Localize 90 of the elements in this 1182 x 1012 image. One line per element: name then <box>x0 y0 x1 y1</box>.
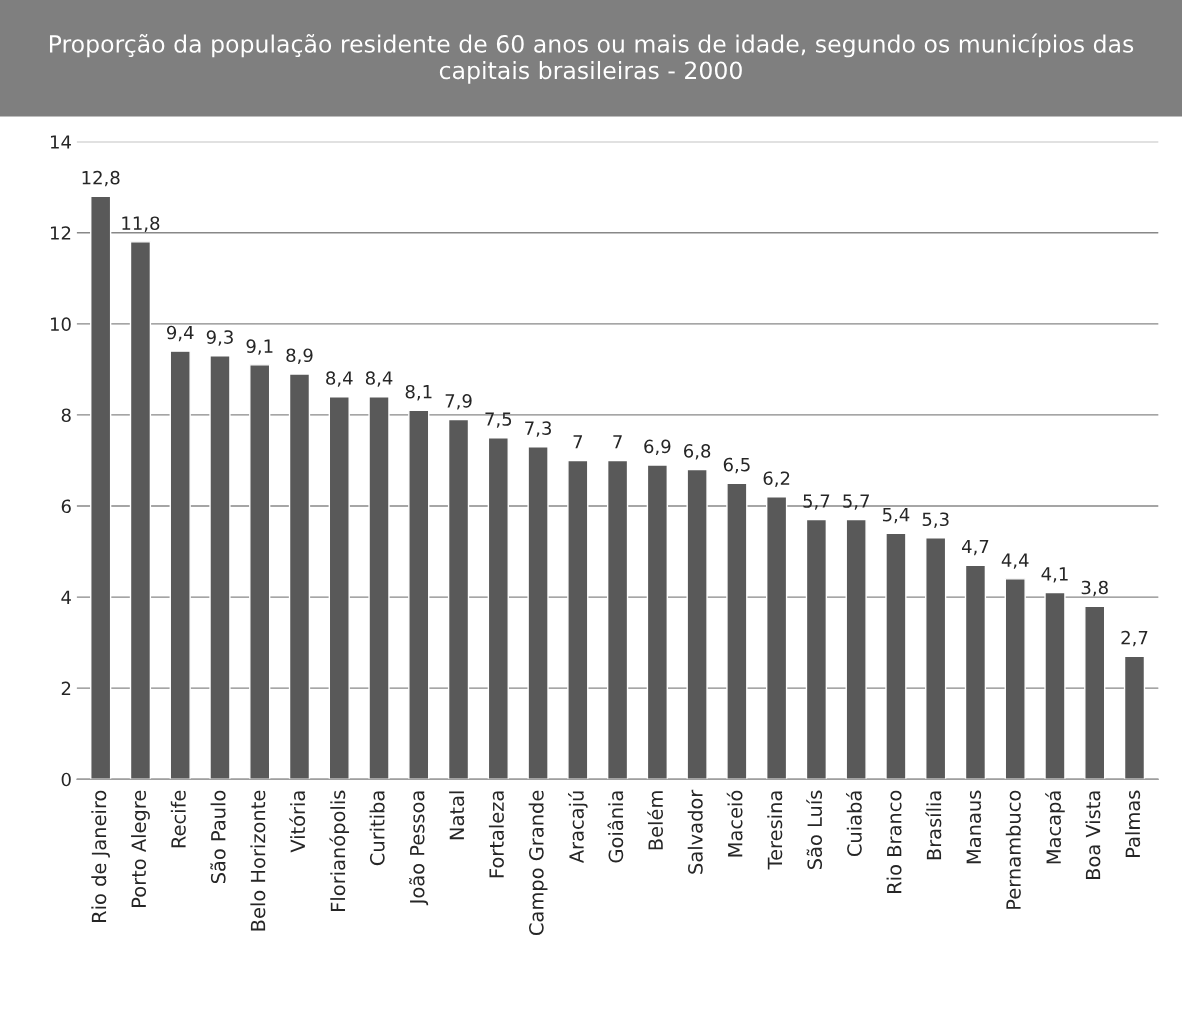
data-label: 8,1 <box>405 384 432 401</box>
data-label: 8,9 <box>286 348 313 364</box>
x-tick-label: Pernambuco <box>1005 790 1021 909</box>
bar <box>90 195 112 780</box>
y-tick-label: 10 <box>50 317 71 331</box>
bar <box>487 436 509 780</box>
data-label: 4,1 <box>1041 567 1068 583</box>
bar <box>368 396 390 780</box>
bar <box>686 468 708 780</box>
bar <box>209 355 231 780</box>
data-label: 6,8 <box>684 444 711 460</box>
x-tick-label: Boa Vista <box>1085 791 1101 880</box>
x-tick-label: São Luís <box>806 790 823 870</box>
x-tick-label: Palmas <box>1125 790 1141 857</box>
bar <box>1004 578 1026 780</box>
y-tick-label: 2 <box>61 681 71 696</box>
x-tick-label: Rio Branco <box>886 790 902 893</box>
x-tick-label: Curitiba <box>369 791 385 866</box>
data-label: 12,8 <box>82 170 120 187</box>
data-label: 6,5 <box>723 457 750 474</box>
x-tick-label: Porto Alegre <box>131 790 150 907</box>
x-tick-label: Macapá <box>1045 791 1065 864</box>
y-tick-label: 0 <box>61 772 71 787</box>
data-label: 7,3 <box>525 421 551 437</box>
bar <box>1044 591 1066 780</box>
x-tick-label: Maceió <box>726 790 743 857</box>
bar <box>408 409 430 780</box>
bar <box>328 396 350 780</box>
bar <box>249 364 271 780</box>
y-tick-label: 6 <box>61 499 71 514</box>
x-tick-label: Cuiabá <box>845 791 862 857</box>
x-tick-label: Fortaleza <box>488 791 504 878</box>
data-label: 11,8 <box>122 216 160 232</box>
x-tick-label: Belo Horizonte <box>250 790 266 931</box>
data-label: 6,2 <box>763 471 790 487</box>
data-label: 7 <box>573 435 583 449</box>
data-label: 4,4 <box>1001 553 1029 569</box>
chart-title: Proporção da população residente de 60 anos ou mais de idade, segundo os municípios das capitais brasileiras - 2000 <box>49 33 1134 84</box>
x-tick-label: Rio de Janeiro <box>91 790 110 923</box>
bar <box>169 350 191 780</box>
bar <box>726 482 748 780</box>
y-tick-label: 8 <box>61 408 71 423</box>
bar <box>845 518 867 780</box>
x-tick-label: Belém <box>647 791 663 850</box>
x-tick-label: Vitória <box>289 791 306 853</box>
bar <box>1123 655 1146 780</box>
y-tick-label: 4 <box>61 590 71 604</box>
data-label: 5,4 <box>882 508 910 524</box>
bar <box>447 418 470 780</box>
data-label: 8,4 <box>326 371 353 387</box>
data-label: 9,4 <box>166 325 194 342</box>
x-tick-label: Goiânia <box>607 791 624 863</box>
data-label: 3,8 <box>1081 580 1108 597</box>
x-tick-label: Recife <box>170 790 186 848</box>
data-label: 5,7 <box>803 494 830 510</box>
data-label: 9,3 <box>206 330 233 346</box>
x-tick-label: Natal <box>449 791 465 840</box>
data-label: 9,1 <box>246 339 273 355</box>
x-tick-label: Campo Grande <box>528 790 548 936</box>
data-label: 5,3 <box>922 512 949 528</box>
bar <box>925 537 947 780</box>
bar <box>129 241 152 780</box>
bar <box>527 446 549 780</box>
x-tick-label: Teresina <box>767 791 783 870</box>
bar <box>1084 605 1106 780</box>
data-label: 8,4 <box>365 371 393 387</box>
bar <box>567 459 589 780</box>
data-label: 7,5 <box>485 412 512 428</box>
x-tick-label: Florianópolis <box>329 790 350 911</box>
x-tick-label: Manaus <box>966 790 982 864</box>
x-tick-label: Salvador <box>687 789 703 874</box>
data-label: 7 <box>613 435 622 449</box>
data-label: 4,7 <box>961 539 989 556</box>
x-tick-label: Aracajú <box>568 791 588 864</box>
bar <box>288 373 311 780</box>
x-tick-label: São Paulo <box>210 790 226 884</box>
bar <box>885 532 907 780</box>
y-tick-label: 14 <box>50 135 71 149</box>
bar <box>606 459 629 780</box>
y-tick-label: 12 <box>50 226 71 240</box>
bar <box>646 464 668 780</box>
data-label: 2,7 <box>1121 630 1148 647</box>
data-label: 5,7 <box>843 494 869 510</box>
bar <box>766 496 788 780</box>
x-tick-label: João Pessoa <box>409 791 429 906</box>
bar <box>805 518 828 780</box>
x-tick-label: Brasília <box>925 791 942 860</box>
data-label: 6,9 <box>644 439 671 456</box>
data-label: 7,9 <box>445 393 472 410</box>
bar <box>964 564 987 780</box>
